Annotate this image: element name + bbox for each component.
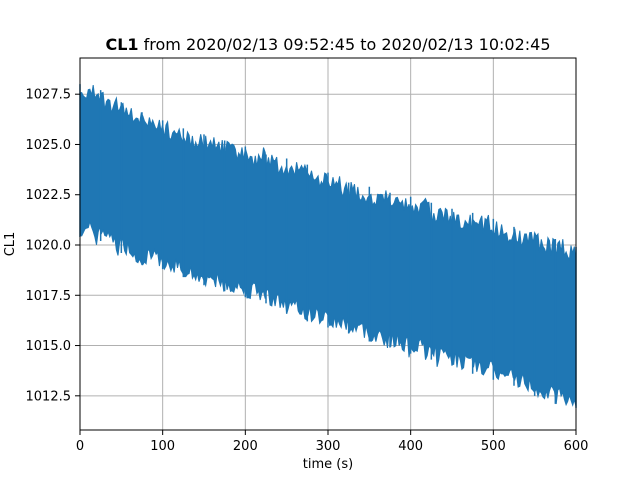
x-tick-label: 300 bbox=[316, 439, 341, 454]
chart-title: CL1 from 2020/02/13 09:52:45 to 2020/02/… bbox=[105, 35, 550, 54]
chart-title-rest: from 2020/02/13 09:52:45 to 2020/02/13 1… bbox=[139, 35, 551, 54]
x-axis-label: time (s) bbox=[303, 457, 353, 472]
y-axis-label: CL1 bbox=[3, 232, 18, 257]
y-tick-label: 1022.5 bbox=[26, 188, 72, 203]
x-tick-label: 100 bbox=[150, 439, 175, 454]
data-series bbox=[79, 84, 577, 408]
x-tick-label: 200 bbox=[233, 439, 258, 454]
x-tick-label: 600 bbox=[564, 439, 589, 454]
y-tick-label: 1027.5 bbox=[26, 88, 72, 103]
y-axis: 1012.5 1015.0 1017.5 1020.0 1022.5 1025.0 1027… bbox=[26, 88, 80, 404]
x-axis: 0 100 200 300 400 500 600 bbox=[76, 430, 589, 454]
chart-title-bold: CL1 bbox=[105, 35, 138, 54]
y-tick-label: 1017.5 bbox=[26, 289, 72, 304]
y-tick-label: 1025.0 bbox=[26, 138, 72, 153]
x-tick-label: 400 bbox=[398, 439, 423, 454]
y-tick-label: 1020.0 bbox=[26, 239, 72, 254]
x-tick-label: 0 bbox=[76, 439, 84, 454]
x-tick-label: 500 bbox=[481, 439, 506, 454]
y-tick-label: 1012.5 bbox=[26, 389, 72, 404]
y-tick-label: 1015.0 bbox=[26, 339, 72, 354]
